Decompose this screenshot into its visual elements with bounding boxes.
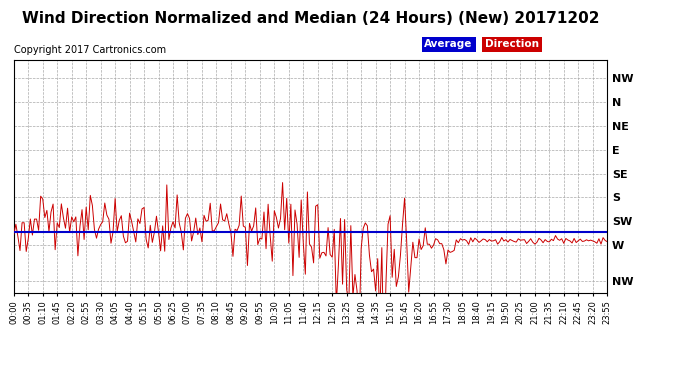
Text: Direction: Direction: [485, 39, 539, 50]
Text: Average: Average: [424, 39, 473, 50]
Text: Copyright 2017 Cartronics.com: Copyright 2017 Cartronics.com: [14, 45, 166, 55]
Text: Wind Direction Normalized and Median (24 Hours) (New) 20171202: Wind Direction Normalized and Median (24…: [22, 11, 599, 26]
